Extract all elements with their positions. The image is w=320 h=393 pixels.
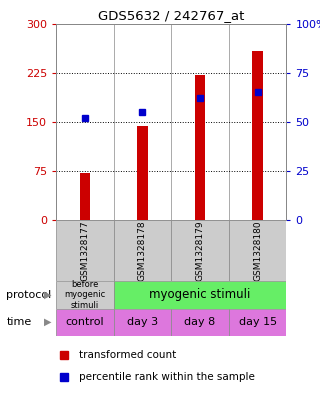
Bar [252, 51, 263, 220]
Text: day 8: day 8 [184, 317, 216, 327]
Bar [195, 75, 205, 220]
Text: percentile rank within the sample: percentile rank within the sample [79, 372, 255, 382]
Bar [56, 309, 114, 336]
Text: GSM1328177: GSM1328177 [80, 220, 89, 281]
Bar [137, 127, 148, 220]
Text: control: control [66, 317, 104, 327]
Text: GSM1328179: GSM1328179 [196, 220, 204, 281]
Bar [171, 220, 229, 281]
Title: GDS5632 / 242767_at: GDS5632 / 242767_at [98, 9, 244, 22]
Bar [80, 173, 90, 220]
Text: GSM1328180: GSM1328180 [253, 220, 262, 281]
Bar [171, 309, 229, 336]
Text: ▶: ▶ [44, 317, 51, 327]
Bar [56, 220, 114, 281]
Text: day 3: day 3 [127, 317, 158, 327]
Text: transformed count: transformed count [79, 349, 176, 360]
Text: protocol: protocol [6, 290, 52, 300]
Text: time: time [6, 317, 32, 327]
Bar [114, 281, 286, 309]
Text: myogenic stimuli: myogenic stimuli [149, 288, 251, 301]
Bar [114, 309, 171, 336]
Bar [56, 281, 114, 309]
Text: GSM1328178: GSM1328178 [138, 220, 147, 281]
Bar [229, 220, 286, 281]
Bar [229, 309, 286, 336]
Text: day 15: day 15 [238, 317, 277, 327]
Text: before
myogenic
stimuli: before myogenic stimuli [64, 280, 105, 310]
Bar [114, 220, 171, 281]
Text: ▶: ▶ [44, 290, 51, 300]
